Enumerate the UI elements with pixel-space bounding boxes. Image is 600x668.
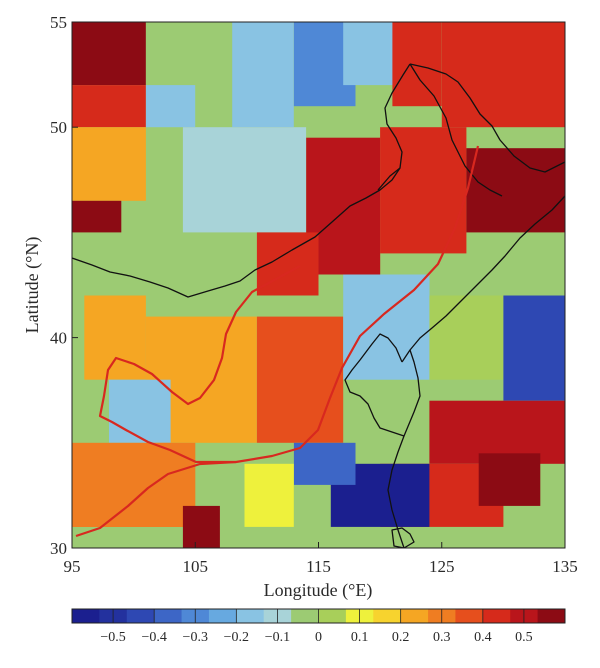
colorbar-ticks: −0.5 −0.4 −0.3 −0.2 −0.1 0 0.1 0.2 0.3 0.4 0.5 (100, 609, 533, 645)
colorbar-tick-label-9: 0.4 (474, 630, 492, 645)
x-tick-label-3: 125 (429, 557, 455, 576)
map-cell-30 (182, 505, 220, 548)
map-cell-27 (293, 442, 356, 485)
colorbar-tick-label-3: −0.2 (224, 630, 249, 645)
map-cell-25 (478, 453, 541, 506)
colorbar-tick-label-0: −0.5 (100, 630, 125, 645)
colorbar-tick-label-8: 0.3 (433, 630, 451, 645)
colorbar-swatches (72, 609, 566, 623)
map-boundaries (72, 63, 565, 548)
map-cell-0 (72, 22, 146, 86)
map-cell-10 (441, 22, 565, 128)
colorbar-swatch-17 (537, 609, 566, 623)
colorbar-tick-label-6: 0.1 (351, 630, 369, 645)
colorbar-tick-label-5: 0 (315, 630, 322, 645)
map-cell-12 (306, 137, 381, 275)
map-cell-29 (72, 442, 196, 527)
y-tick-label-0: 30 (50, 539, 67, 558)
province-border-inner (377, 63, 503, 197)
island-coast-south (391, 527, 415, 548)
map-cell-16 (84, 295, 146, 380)
x-tick-label-1: 105 (183, 557, 209, 576)
colorbar: −0.5 −0.4 −0.3 −0.2 −0.1 0 0.1 0.2 0.3 0.4 0.5 (71, 608, 566, 645)
map-cell-6 (232, 22, 294, 128)
colorbar-tick-label-7: 0.2 (392, 630, 410, 645)
map-cell-8 (343, 22, 393, 86)
region-outline-west-loop (98, 265, 301, 464)
y-axis-title: Latitude (°N) (22, 237, 43, 334)
map-cell-9 (392, 22, 442, 107)
country-border-east (401, 195, 565, 363)
colorbar-swatch-9 (318, 609, 347, 623)
y-axis-ticks: 30 40 50 55 (50, 13, 78, 558)
colorbar-swatch-14 (455, 609, 484, 623)
map-cell-13 (380, 127, 467, 254)
country-border-northeast (409, 63, 565, 173)
map-plot-area (72, 22, 565, 548)
x-axis-title: Longitude (°E) (264, 580, 373, 601)
colorbar-tick-label-1: −0.4 (141, 630, 166, 645)
map-cell-22 (503, 295, 565, 401)
colorbar-swatch-6 (236, 609, 265, 623)
y-tick-label-2: 50 (50, 118, 67, 137)
coastline-peninsula (387, 349, 421, 548)
map-cell-2 (72, 127, 146, 201)
colorbar-swatch-0 (72, 609, 100, 623)
map-grid-cells (72, 22, 565, 548)
map-cell-4 (145, 22, 233, 86)
x-tick-label-0: 95 (64, 557, 81, 576)
colorbar-swatch-2 (126, 609, 155, 623)
map-cell-5 (145, 85, 196, 128)
map-cell-23 (429, 400, 565, 464)
x-axis-ticks: 95 105 115 125 135 (64, 542, 578, 576)
map-cell-1 (72, 85, 146, 128)
map-cell-14 (466, 148, 565, 233)
y-tick-label-3: 55 (50, 13, 67, 32)
map-cell-11 (182, 127, 307, 233)
map-cell-18 (109, 379, 171, 443)
map-cell-3 (72, 200, 122, 233)
colorbar-swatch-12 (400, 609, 429, 623)
colorbar-swatch-3 (154, 609, 183, 623)
colorbar-swatch-8 (291, 609, 319, 623)
map-cell-28 (244, 463, 294, 527)
colorbar-tick-label-4: −0.1 (265, 630, 290, 645)
map-cell-21 (429, 295, 504, 380)
map-cell-19 (256, 316, 344, 443)
colorbar-tick-label-10: 0.5 (515, 630, 533, 645)
x-tick-label-4: 135 (552, 557, 578, 576)
coastline-bohai (344, 333, 405, 437)
x-tick-label-2: 115 (306, 557, 331, 576)
colorbar-tick-label-2: −0.3 (183, 630, 208, 645)
country-border-north (72, 63, 411, 298)
colorbar-swatch-5 (208, 609, 237, 623)
map-cell-15 (256, 232, 319, 296)
y-tick-label-1: 40 (50, 329, 67, 348)
colorbar-swatch-11 (373, 609, 402, 623)
highlighted-region-boundary (75, 145, 480, 538)
colorbar-swatch-15 (482, 609, 511, 623)
region-outline-north-east (75, 145, 480, 538)
